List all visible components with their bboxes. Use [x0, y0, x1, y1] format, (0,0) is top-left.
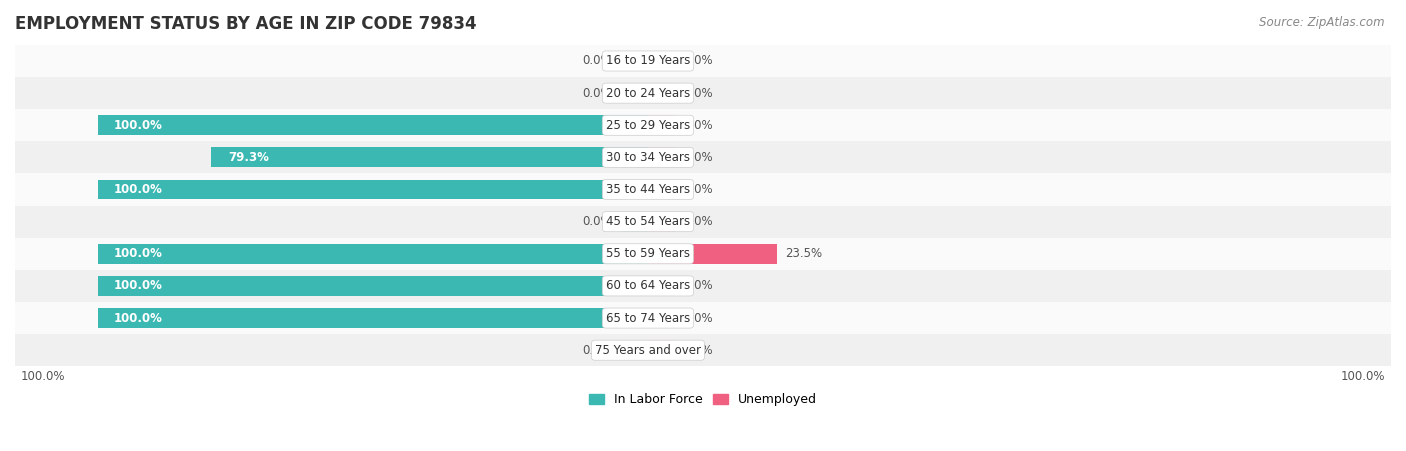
Bar — [97, 244, 648, 264]
Text: 100.0%: 100.0% — [114, 280, 163, 292]
Text: 30 to 34 Years: 30 to 34 Years — [606, 151, 690, 164]
Bar — [648, 115, 675, 135]
Bar — [15, 141, 1391, 174]
Bar — [15, 302, 1391, 334]
Text: 0.0%: 0.0% — [582, 344, 612, 357]
Text: Source: ZipAtlas.com: Source: ZipAtlas.com — [1260, 16, 1385, 29]
Bar — [648, 83, 675, 103]
Bar — [15, 206, 1391, 238]
Text: EMPLOYMENT STATUS BY AGE IN ZIP CODE 79834: EMPLOYMENT STATUS BY AGE IN ZIP CODE 798… — [15, 15, 477, 33]
Text: 35 to 44 Years: 35 to 44 Years — [606, 183, 690, 196]
Bar — [648, 244, 778, 264]
Text: 0.0%: 0.0% — [683, 87, 713, 100]
Bar — [15, 45, 1391, 77]
Text: 0.0%: 0.0% — [582, 215, 612, 228]
Bar — [648, 340, 675, 360]
Text: 0.0%: 0.0% — [683, 312, 713, 325]
Text: 0.0%: 0.0% — [683, 119, 713, 132]
Text: 45 to 54 Years: 45 to 54 Years — [606, 215, 690, 228]
Bar — [648, 179, 675, 199]
Bar — [620, 340, 648, 360]
Bar — [211, 147, 648, 167]
Text: 0.0%: 0.0% — [683, 151, 713, 164]
Bar — [15, 334, 1391, 366]
Text: 25 to 29 Years: 25 to 29 Years — [606, 119, 690, 132]
Bar — [648, 147, 675, 167]
Text: 100.0%: 100.0% — [114, 119, 163, 132]
Text: 0.0%: 0.0% — [582, 55, 612, 68]
Text: 20 to 24 Years: 20 to 24 Years — [606, 87, 690, 100]
Bar — [648, 276, 675, 296]
Text: 0.0%: 0.0% — [683, 183, 713, 196]
Bar — [15, 238, 1391, 270]
Bar — [15, 77, 1391, 109]
Text: 0.0%: 0.0% — [683, 55, 713, 68]
Text: 60 to 64 Years: 60 to 64 Years — [606, 280, 690, 292]
Text: 0.0%: 0.0% — [683, 215, 713, 228]
Bar — [15, 270, 1391, 302]
Text: 65 to 74 Years: 65 to 74 Years — [606, 312, 690, 325]
Text: 16 to 19 Years: 16 to 19 Years — [606, 55, 690, 68]
Text: 100.0%: 100.0% — [1341, 370, 1385, 383]
Bar — [620, 212, 648, 232]
Bar — [97, 276, 648, 296]
Bar — [15, 174, 1391, 206]
Text: 100.0%: 100.0% — [114, 247, 163, 260]
Text: 0.0%: 0.0% — [582, 87, 612, 100]
Text: 23.5%: 23.5% — [786, 247, 823, 260]
Text: 100.0%: 100.0% — [114, 312, 163, 325]
Bar — [97, 308, 648, 328]
Bar — [15, 109, 1391, 141]
Text: 55 to 59 Years: 55 to 59 Years — [606, 247, 690, 260]
Bar — [97, 179, 648, 199]
Text: 100.0%: 100.0% — [21, 370, 65, 383]
Bar — [620, 51, 648, 71]
Bar — [648, 308, 675, 328]
Bar — [648, 212, 675, 232]
Bar — [620, 83, 648, 103]
Bar — [648, 51, 675, 71]
Text: 79.3%: 79.3% — [228, 151, 269, 164]
Text: 75 Years and over: 75 Years and over — [595, 344, 702, 357]
Text: 0.0%: 0.0% — [683, 344, 713, 357]
Legend: In Labor Force, Unemployed: In Labor Force, Unemployed — [583, 388, 823, 411]
Bar — [97, 115, 648, 135]
Text: 0.0%: 0.0% — [683, 280, 713, 292]
Text: 100.0%: 100.0% — [114, 183, 163, 196]
